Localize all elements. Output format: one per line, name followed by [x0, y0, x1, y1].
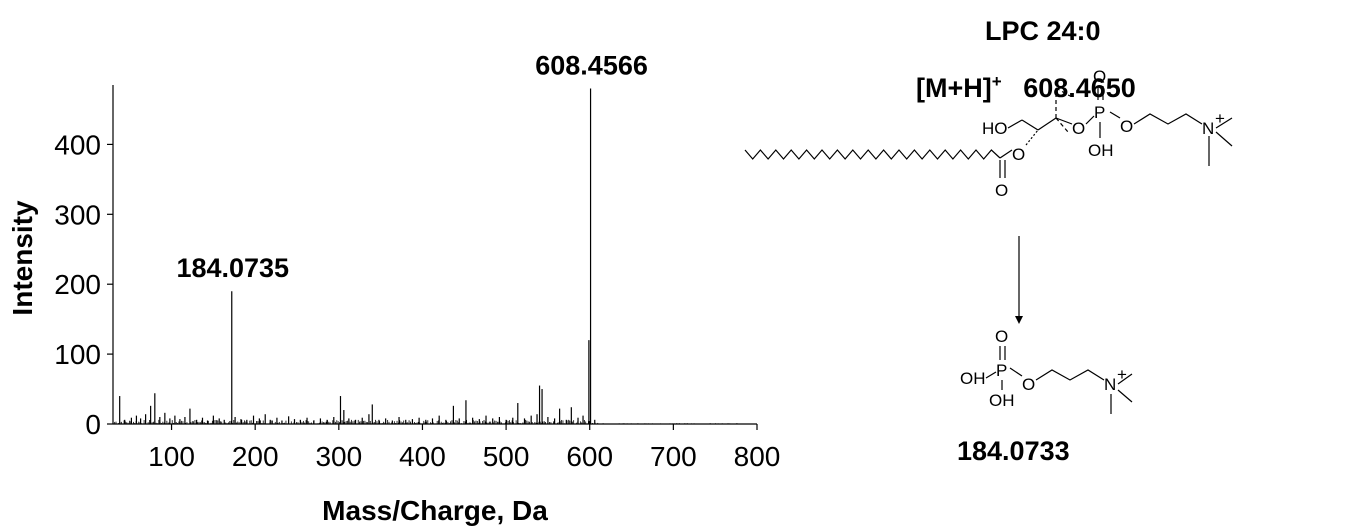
- phosphate-hydroxyl: OH: [1088, 141, 1114, 160]
- acyl-chain: [744, 149, 1001, 160]
- lpc-headgroup: O O HO O P O OH O N +: [982, 67, 1233, 200]
- x-tick-label: 200: [232, 441, 279, 472]
- y-tick-label: 300: [54, 199, 101, 230]
- ion-charge: +: [991, 72, 1002, 91]
- phosphocholine-fragment: OH P O OH O N +: [960, 327, 1133, 414]
- phosphate-oxygen-2: O: [1120, 117, 1133, 136]
- mass-spectrum-chart: 0 100 200 300 400 100 200 300 400 500 600 700 800 M…: [7, 50, 780, 526]
- fragment-hydroxyl-2: OH: [989, 391, 1015, 410]
- x-ticks: 100 200 300 400 500 600 700 800: [148, 424, 780, 472]
- y-tick-label: 100: [54, 339, 101, 370]
- peak-label-0: 608.4566: [535, 50, 648, 80]
- structure-title: LPC 24:0: [985, 16, 1101, 46]
- phosphorus-atom: P: [1094, 103, 1105, 122]
- y-tick-label: 200: [54, 269, 101, 300]
- y-tick-label: 0: [85, 409, 101, 440]
- x-tick-label: 700: [650, 441, 697, 472]
- phosphoryl-oxygen: O: [1093, 67, 1106, 86]
- ion-mass: 608.4650: [1023, 73, 1136, 103]
- x-tick-label: 600: [566, 441, 613, 472]
- arrow-head: [1015, 316, 1023, 324]
- x-tick-label: 400: [399, 441, 446, 472]
- nitrogen-atom: N: [1202, 119, 1214, 138]
- fragment-hydroxyl-1: OH: [960, 369, 986, 388]
- x-tick-label: 100: [148, 441, 195, 472]
- nitrogen-charge: +: [1215, 109, 1225, 128]
- fragment-nitrogen: N: [1104, 375, 1116, 394]
- x-axis-title: Mass/Charge, Da: [322, 495, 548, 526]
- y-axis-title: Intensity: [7, 200, 38, 316]
- ion-label: [M+H]: [916, 73, 992, 103]
- fragment-phosphorus: P: [996, 361, 1007, 380]
- carbonyl-oxygen: O: [995, 181, 1008, 200]
- fragment-ester-oxygen: O: [1022, 375, 1035, 394]
- fragment-mass-label: 184.0733: [957, 436, 1070, 466]
- y-ticks: 0 100 200 300 400: [54, 129, 113, 440]
- y-tick-label: 400: [54, 129, 101, 160]
- phosphate-oxygen-1: O: [1072, 119, 1085, 138]
- fragment-nitrogen-charge: +: [1117, 365, 1127, 384]
- x-tick-label: 800: [734, 441, 781, 472]
- x-tick-label: 500: [483, 441, 530, 472]
- fragment-phosphoryl-oxygen: O: [995, 327, 1008, 346]
- x-tick-label: 300: [315, 441, 362, 472]
- peak-labels: 608.4566 184.0735: [176, 50, 647, 283]
- ester-oxygen: O: [1012, 145, 1025, 164]
- precursor-ion-label: [M+H]+ 608.4650: [916, 72, 1136, 104]
- hydroxyl-label: HO: [982, 119, 1008, 138]
- peak-label-1: 184.0735: [176, 253, 289, 283]
